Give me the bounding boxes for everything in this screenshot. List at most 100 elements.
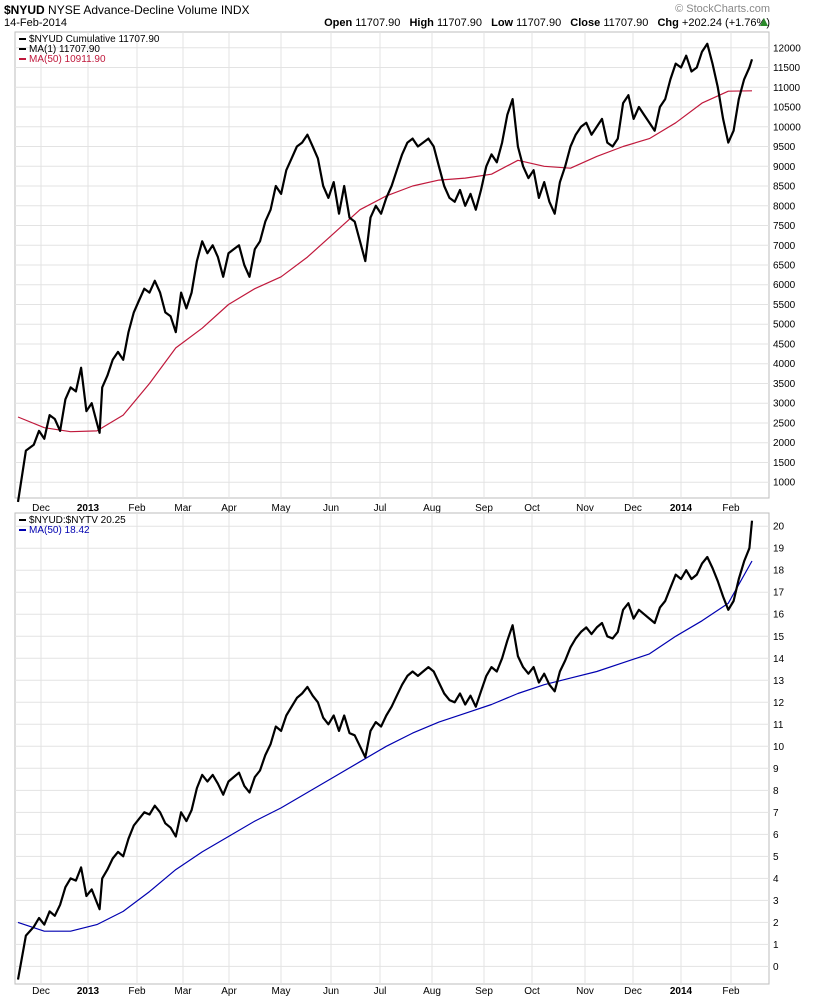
- y-tick-label: 2000: [773, 438, 796, 449]
- y-tick-label: 5000: [773, 320, 796, 331]
- legend-label: MA(50) 10911.90: [29, 54, 106, 65]
- series-line-2: [17, 560, 753, 932]
- x-tick-label: Dec: [624, 503, 642, 514]
- y-tick-label: 6500: [773, 261, 796, 272]
- legend-label: MA(50) 18.42: [29, 525, 90, 536]
- y-tick-label: 16: [773, 610, 785, 621]
- x-tick-label: Jul: [374, 503, 387, 514]
- x-tick-label: Jun: [323, 503, 339, 514]
- high-label: High: [409, 17, 434, 29]
- y-tick-label: 1500: [773, 458, 796, 469]
- y-tick-label: 6000: [773, 280, 796, 291]
- ohlc-readout: Open 11707.90 High 11707.90 Low 11707.90…: [318, 17, 770, 29]
- open-label: Open: [324, 17, 353, 29]
- y-tick-label: 5: [773, 852, 779, 863]
- y-tick-label: 9000: [773, 162, 796, 173]
- y-tick-label: 2500: [773, 418, 796, 429]
- y-tick-label: 5500: [773, 300, 796, 311]
- x-tick-label: 2014: [670, 986, 693, 997]
- x-tick-label: Jun: [323, 986, 339, 997]
- x-tick-label: Nov: [576, 986, 594, 997]
- series-line-1: [16, 520, 754, 980]
- y-tick-label: 15: [773, 632, 785, 643]
- y-tick-label: 10500: [773, 103, 801, 114]
- x-tick-label: Aug: [423, 503, 441, 514]
- y-tick-label: 8500: [773, 182, 796, 193]
- x-tick-label: 2013: [77, 986, 100, 997]
- y-tick-label: 7: [773, 808, 779, 819]
- x-tick-label: Feb: [722, 986, 740, 997]
- x-tick-label: Oct: [524, 503, 540, 514]
- chart-header: $NYUD NYSE Advance-Decline Volume INDX 1…: [0, 0, 820, 32]
- y-tick-label: 2: [773, 918, 779, 929]
- series-line-1: [16, 42, 754, 503]
- y-tick-label: 1: [773, 940, 779, 951]
- y-tick-label: 4: [773, 874, 779, 885]
- x-tick-label: Oct: [524, 986, 540, 997]
- plot-area: [14, 512, 770, 985]
- chart-panel-1: 1000 1500 2000 2500 3000 3500 4000 4500 5000 5500…: [14, 31, 801, 514]
- close-label: Close: [570, 17, 601, 29]
- y-tick-label: 7500: [773, 221, 796, 232]
- up-triangle-icon: [760, 18, 768, 26]
- x-tick-label: Jul: [374, 986, 387, 997]
- y-tick-label: 1000: [773, 478, 796, 489]
- x-tick-label: 2013: [77, 503, 100, 514]
- y-tick-label: 10000: [773, 122, 801, 133]
- low-label: Low: [491, 17, 514, 29]
- y-tick-label: 0: [773, 962, 779, 973]
- y-tick-label: 11500: [773, 63, 801, 74]
- security-name: NYSE Advance-Decline Volume: [48, 3, 218, 17]
- symbol: $NYUD: [4, 3, 45, 17]
- x-tick-label: Apr: [221, 503, 237, 514]
- y-tick-label: 13: [773, 676, 785, 687]
- y-tick-label: 12000: [773, 43, 801, 54]
- legend-label: MA(1) 11707.90: [29, 44, 100, 55]
- x-tick-label: Sep: [475, 503, 493, 514]
- chart-date: 14-Feb-2014: [4, 17, 67, 29]
- chg-value: +202.24 (+1.76%): [681, 17, 770, 29]
- x-tick-label: Dec: [32, 986, 50, 997]
- x-tick-label: Dec: [624, 986, 642, 997]
- x-tick-label: Mar: [174, 503, 192, 514]
- x-tick-label: 2014: [670, 503, 693, 514]
- y-tick-label: 19: [773, 544, 785, 555]
- y-tick-label: 9: [773, 764, 779, 775]
- brand-logo: © StockCharts.com: [675, 3, 770, 15]
- y-tick-label: 4000: [773, 359, 796, 370]
- x-tick-label: Sep: [475, 986, 493, 997]
- y-tick-label: 9500: [773, 142, 796, 153]
- y-tick-label: 11: [773, 720, 784, 731]
- y-tick-label: 8000: [773, 201, 796, 212]
- chg-label: Chg: [657, 17, 679, 29]
- x-tick-label: May: [272, 503, 291, 514]
- legend-label: $NYUD:$NYTV 20.25: [29, 515, 126, 526]
- x-tick-label: Feb: [128, 503, 146, 514]
- y-tick-label: 20: [773, 522, 785, 533]
- y-tick-label: 3000: [773, 399, 796, 410]
- x-tick-label: May: [272, 986, 291, 997]
- y-tick-label: 17: [773, 588, 785, 599]
- close-value: 11707.90: [603, 17, 649, 29]
- x-tick-label: Aug: [423, 986, 441, 997]
- y-tick-label: 18: [773, 566, 785, 577]
- y-tick-label: 14: [773, 654, 785, 665]
- y-tick-label: 4500: [773, 339, 796, 350]
- legend-label: $NYUD Cumulative 11707.90: [29, 34, 160, 45]
- y-tick-label: 3: [773, 896, 779, 907]
- x-tick-label: Feb: [128, 986, 146, 997]
- high-value: 11707.90: [436, 17, 483, 29]
- y-tick-label: 3500: [773, 379, 796, 390]
- y-tick-label: 6: [773, 830, 779, 841]
- x-tick-label: Nov: [576, 503, 594, 514]
- y-tick-label: 11000: [773, 83, 801, 94]
- x-tick-label: Apr: [221, 986, 237, 997]
- y-tick-label: 8: [773, 786, 779, 797]
- y-tick-label: 7000: [773, 241, 796, 252]
- exchange: INDX: [220, 3, 250, 17]
- y-tick-label: 12: [773, 698, 785, 709]
- open-value: 11707.90: [355, 17, 401, 29]
- low-value: 11707.90: [516, 17, 562, 29]
